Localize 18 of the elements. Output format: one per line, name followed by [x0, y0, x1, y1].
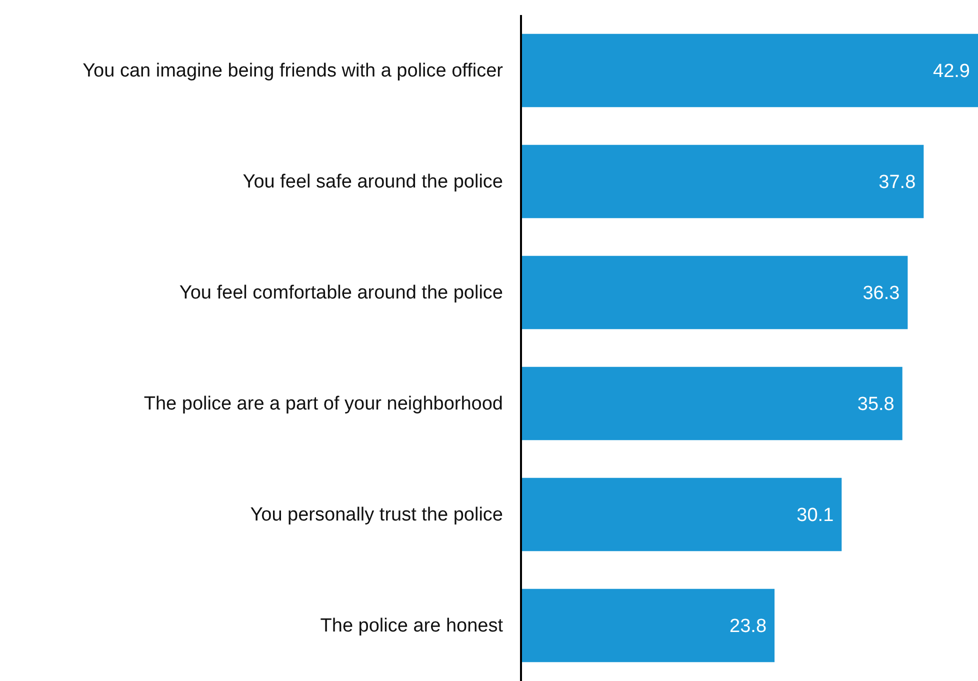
bar — [521, 366, 902, 440]
bar — [521, 478, 842, 552]
y-tick-label: You can imagine being friends with a police officer — [82, 60, 504, 82]
bar — [521, 588, 775, 662]
data-label: 42.9 — [933, 61, 970, 82]
y-tick-label: You personally trust the police — [250, 504, 503, 526]
data-label: 37.8 — [878, 172, 916, 194]
bar — [521, 34, 978, 108]
y-tick-label: You feel comfortable around the police — [179, 282, 503, 304]
data-label: 36.3 — [862, 283, 900, 304]
bar — [521, 144, 924, 218]
bar — [521, 256, 908, 330]
data-label: 35.8 — [857, 394, 894, 416]
data-label: 23.8 — [730, 616, 767, 638]
y-tick-label: The police are honest — [320, 616, 504, 637]
data-label: 30.1 — [796, 505, 834, 526]
y-tick-label: You feel safe around the police — [242, 172, 503, 193]
y-tick-label: The police are a part of your neighborhood — [144, 394, 503, 415]
